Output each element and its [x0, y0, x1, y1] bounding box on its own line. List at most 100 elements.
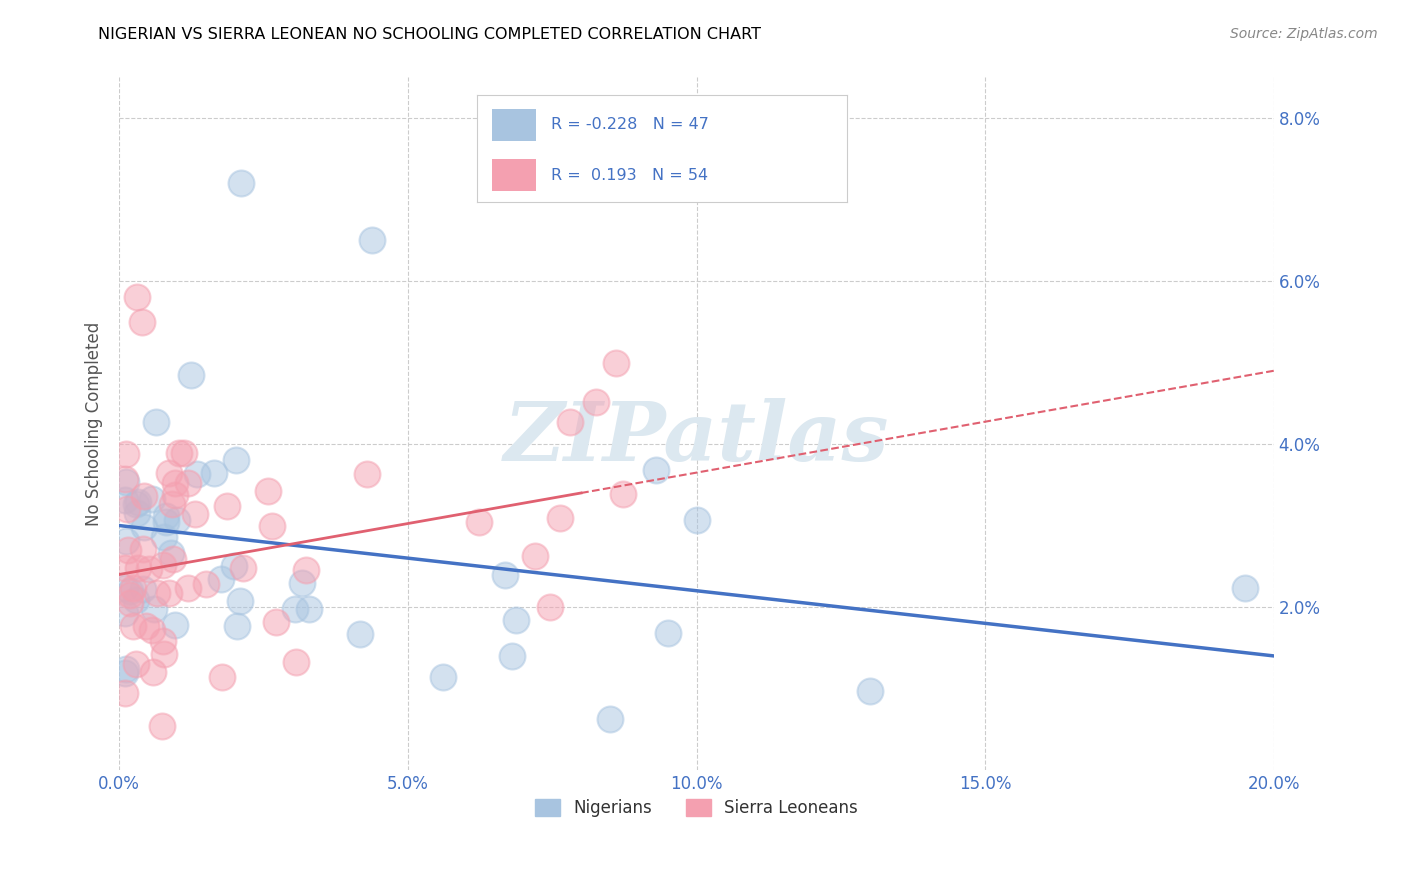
Point: [211, 670, 233, 684]
Point: [166, 513, 188, 527]
Point: [284, 655, 307, 669]
Point: [118, 596, 141, 610]
Point: [231, 177, 253, 191]
Point: [127, 561, 149, 575]
Point: [125, 290, 148, 304]
Point: [143, 602, 166, 616]
Point: [115, 534, 138, 549]
Point: [298, 601, 321, 615]
Point: [152, 647, 174, 661]
Point: [295, 563, 318, 577]
Point: [115, 447, 138, 461]
Point: [141, 491, 163, 506]
Point: [501, 649, 523, 664]
Point: [160, 497, 183, 511]
Point: [159, 546, 181, 560]
Point: [142, 665, 165, 679]
Point: [524, 549, 547, 563]
Point: [138, 562, 160, 576]
Point: [173, 446, 195, 460]
Point: [229, 594, 252, 608]
Point: [291, 575, 314, 590]
Text: ZIPatlas: ZIPatlas: [503, 398, 890, 477]
Point: [540, 600, 562, 615]
Point: [127, 495, 149, 509]
Point: [141, 623, 163, 637]
Point: [165, 475, 187, 490]
Point: [114, 606, 136, 620]
Point: [155, 515, 177, 529]
Point: [209, 572, 232, 586]
Point: [505, 613, 527, 627]
Point: [284, 602, 307, 616]
Point: [657, 625, 679, 640]
Point: [152, 634, 174, 648]
Point: [349, 627, 371, 641]
Point: [644, 463, 666, 477]
Point: [114, 581, 136, 595]
Point: [132, 520, 155, 534]
Point: [117, 543, 139, 558]
Point: [132, 489, 155, 503]
Point: [612, 486, 634, 500]
Point: [145, 586, 167, 600]
Point: [432, 670, 454, 684]
Point: [215, 499, 238, 513]
Point: [114, 666, 136, 681]
Point: [120, 588, 142, 602]
Point: [114, 493, 136, 508]
Point: [605, 355, 627, 369]
Point: [264, 615, 287, 629]
Point: [114, 686, 136, 700]
Point: [859, 684, 882, 698]
Point: [153, 530, 176, 544]
Point: [118, 583, 141, 598]
Point: [152, 558, 174, 572]
Y-axis label: No Schooling Completed: No Schooling Completed: [86, 322, 103, 526]
Text: Source: ZipAtlas.com: Source: ZipAtlas.com: [1230, 27, 1378, 41]
Point: [157, 466, 180, 480]
Point: [225, 619, 247, 633]
Point: [262, 518, 284, 533]
Point: [361, 234, 384, 248]
Point: [115, 662, 138, 676]
Point: [685, 513, 707, 527]
Point: [177, 476, 200, 491]
Point: [155, 508, 177, 523]
Point: [145, 415, 167, 429]
Point: [162, 552, 184, 566]
Point: [204, 466, 226, 480]
Point: [184, 507, 207, 521]
Point: [494, 567, 516, 582]
Point: [356, 467, 378, 482]
Point: [125, 506, 148, 520]
Point: [132, 582, 155, 596]
Point: [165, 618, 187, 632]
Point: [124, 657, 146, 671]
Point: [256, 483, 278, 498]
Point: [599, 712, 621, 726]
Point: [114, 472, 136, 486]
Point: [135, 618, 157, 632]
Point: [167, 446, 190, 460]
Point: [585, 394, 607, 409]
Point: [115, 501, 138, 516]
Point: [125, 497, 148, 511]
Point: [468, 515, 491, 529]
Point: [115, 475, 138, 490]
Point: [225, 453, 247, 467]
Point: [176, 581, 198, 595]
Point: [222, 558, 245, 573]
Point: [150, 719, 173, 733]
Point: [186, 467, 208, 481]
Point: [558, 415, 581, 429]
Point: [1233, 581, 1256, 595]
Point: [165, 488, 187, 502]
Point: [121, 582, 143, 596]
Text: NIGERIAN VS SIERRA LEONEAN NO SCHOOLING COMPLETED CORRELATION CHART: NIGERIAN VS SIERRA LEONEAN NO SCHOOLING …: [98, 27, 762, 42]
Point: [122, 618, 145, 632]
Point: [114, 560, 136, 574]
Point: [157, 585, 180, 599]
Legend: Nigerians, Sierra Leoneans: Nigerians, Sierra Leoneans: [529, 792, 865, 824]
Point: [232, 561, 254, 575]
